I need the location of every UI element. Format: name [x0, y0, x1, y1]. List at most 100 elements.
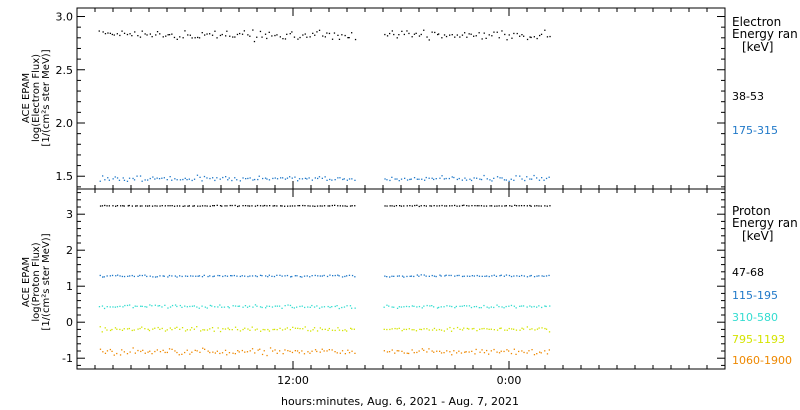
data-point [400, 306, 403, 308]
data-point [328, 349, 330, 351]
y-axis-label-line: log(Electron Flux) [31, 54, 42, 142]
data-point [137, 349, 139, 352]
data-point [529, 328, 531, 331]
data-point [192, 205, 194, 207]
data-point [131, 329, 133, 332]
data-point [521, 274, 523, 277]
data-point [191, 327, 193, 329]
data-point [314, 177, 316, 179]
data-point [266, 37, 268, 40]
data-point [428, 177, 430, 179]
data-point [346, 179, 348, 181]
data-point [317, 177, 319, 180]
data-point [182, 37, 184, 39]
data-point [262, 177, 264, 180]
data-point [113, 354, 115, 356]
data-point [499, 177, 501, 179]
data-point [501, 306, 503, 308]
data-point [299, 305, 301, 308]
data-point [490, 350, 492, 352]
data-point [486, 178, 488, 180]
data-point [341, 306, 343, 309]
data-point [347, 349, 349, 351]
data-point [530, 274, 532, 277]
data-point [316, 350, 318, 353]
data-point [334, 305, 336, 308]
data-point [395, 205, 398, 207]
data-point [331, 349, 333, 351]
data-point [354, 179, 356, 181]
data-point [337, 34, 339, 36]
data-point [389, 32, 391, 35]
data-point [139, 205, 141, 207]
data-point [116, 352, 118, 355]
data-point [284, 328, 286, 330]
data-point [216, 350, 218, 352]
data-point [151, 353, 153, 355]
data-point [316, 330, 319, 332]
data-point [498, 306, 500, 308]
data-point [481, 38, 483, 40]
data-point [159, 328, 161, 330]
data-point [498, 37, 500, 39]
data-point [156, 177, 158, 179]
data-point [433, 351, 435, 353]
data-point [296, 275, 298, 277]
data-point [459, 305, 461, 307]
data-point [469, 275, 471, 277]
data-point [129, 33, 131, 35]
data-point [348, 178, 351, 180]
data-point [544, 327, 546, 330]
y-axis-label-line: ACE EPAM [21, 73, 32, 123]
data-point [522, 305, 525, 307]
data-point [249, 177, 251, 179]
data-point [234, 177, 236, 179]
data-point [163, 177, 165, 179]
data-point [309, 306, 311, 308]
data-point [286, 33, 288, 35]
data-point [306, 275, 308, 277]
data-point [519, 175, 521, 177]
data-point [287, 205, 289, 207]
data-point [291, 351, 294, 354]
data-point [455, 305, 457, 308]
data-point [211, 305, 213, 307]
data-point [536, 177, 538, 179]
data-point [106, 306, 108, 308]
data-point [136, 305, 138, 307]
data-point [338, 38, 341, 40]
data-point [123, 205, 125, 207]
data-point [282, 38, 284, 40]
data-point [140, 350, 142, 353]
y-axis-label-line: ACE EPAM [21, 257, 32, 307]
data-point [322, 35, 324, 37]
data-point [286, 327, 288, 329]
data-point [219, 34, 222, 37]
data-point [212, 177, 214, 179]
data-point [339, 177, 341, 179]
data-point [425, 275, 427, 277]
data-point [440, 306, 442, 308]
legend-title: Energy ran [732, 27, 798, 41]
data-point [540, 33, 543, 35]
data-point [259, 306, 262, 308]
data-point [239, 180, 241, 182]
data-point [117, 274, 119, 276]
data-point [247, 275, 249, 278]
data-point [169, 327, 171, 329]
y-tick-label: 2 [66, 244, 73, 257]
data-point [279, 274, 281, 276]
data-point [199, 351, 201, 353]
data-point [176, 276, 178, 278]
data-point [516, 32, 518, 35]
data-point [203, 274, 205, 276]
data-point [426, 36, 428, 38]
data-point [171, 329, 173, 331]
data-point [420, 205, 422, 207]
data-point [224, 328, 227, 330]
data-point [271, 275, 273, 277]
data-point [458, 274, 460, 277]
data-point [546, 36, 549, 38]
data-point [226, 354, 228, 356]
data-point [197, 275, 199, 277]
